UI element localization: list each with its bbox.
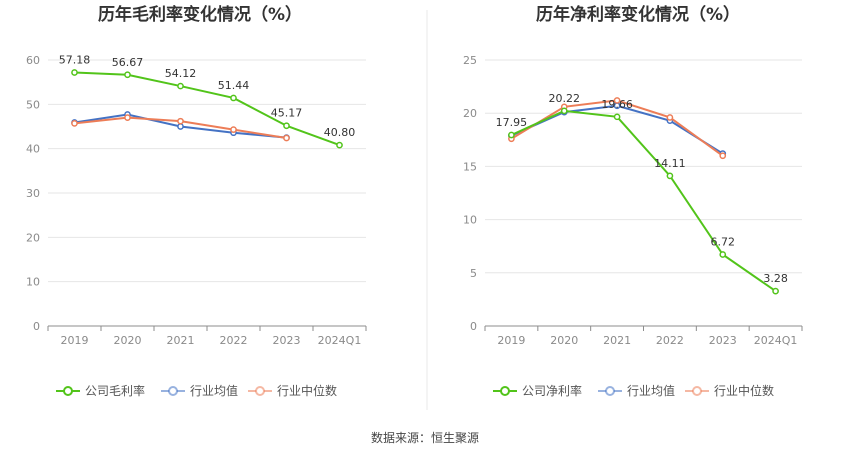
x-tick-label: 2019 bbox=[61, 334, 89, 347]
data-point bbox=[613, 97, 621, 104]
legend-label: 公司毛利率 bbox=[85, 383, 145, 398]
x-tick-label: 2023 bbox=[709, 334, 737, 347]
legend-item[interactable]: 公司毛利率 bbox=[56, 383, 145, 398]
y-tick-label: 30 bbox=[26, 187, 40, 200]
x-tick-label: 2021 bbox=[167, 334, 195, 347]
data-label: 51.44 bbox=[218, 79, 250, 92]
data-label: 3.28 bbox=[763, 272, 788, 285]
x-tick-label: 2023 bbox=[273, 334, 301, 347]
data-point bbox=[666, 114, 674, 121]
data-point bbox=[560, 107, 568, 115]
data-point bbox=[230, 94, 237, 102]
data-point bbox=[666, 172, 674, 180]
data-label: 17.95 bbox=[496, 116, 528, 129]
legend-marker-icon bbox=[63, 386, 73, 396]
legend-item[interactable]: 行业中位数 bbox=[248, 383, 337, 398]
series-line bbox=[74, 71, 340, 147]
data-point bbox=[508, 131, 515, 139]
data-point bbox=[177, 123, 184, 130]
net-margin-chart: 历年净利率变化情况（%） 0 5 10 15 20 25 2019 2020 2021 2022 20… bbox=[463, 4, 803, 398]
y-tick-label: 10 bbox=[463, 214, 477, 227]
chart-title: 历年毛利率变化情况（%） bbox=[98, 4, 302, 25]
x-tick-label: 2019 bbox=[497, 334, 525, 347]
y-tick-label: 0 bbox=[470, 320, 477, 333]
legend-label: 公司净利率 bbox=[522, 383, 582, 398]
series-line bbox=[511, 109, 777, 292]
chart-title: 历年净利率变化情况（%） bbox=[536, 4, 740, 25]
legend-label: 行业中位数 bbox=[714, 383, 774, 398]
legend-item[interactable]: 公司净利率 bbox=[493, 383, 582, 398]
y-tick-label: 5 bbox=[470, 267, 477, 280]
legend-item[interactable]: 行业中位数 bbox=[685, 383, 774, 398]
x-tick-label: 2022 bbox=[220, 334, 248, 347]
data-point bbox=[177, 117, 184, 125]
data-point bbox=[71, 69, 78, 76]
data-label: 14.11 bbox=[654, 157, 686, 170]
y-tick-label: 15 bbox=[463, 160, 477, 173]
legend-label: 行业均值 bbox=[190, 383, 238, 398]
legend-marker-icon bbox=[692, 386, 702, 396]
data-point bbox=[124, 114, 131, 121]
x-tick-label: 2020 bbox=[114, 334, 142, 347]
legend-marker-icon bbox=[168, 386, 178, 396]
data-label: 54.12 bbox=[165, 67, 197, 80]
legend-marker-icon bbox=[500, 386, 510, 396]
data-label: 19.66 bbox=[601, 98, 633, 111]
y-tick-label: 40 bbox=[26, 143, 40, 156]
data-point bbox=[283, 134, 290, 142]
x-tick-label: 2024Q1 bbox=[754, 334, 798, 347]
x-tick-label: 2022 bbox=[656, 334, 684, 347]
data-point bbox=[124, 71, 131, 79]
y-tick-label: 20 bbox=[463, 107, 477, 120]
gross-margin-chart: 历年毛利率变化情况（%） 0 10 20 30 40 50 60 2019 2020 2021 202… bbox=[26, 4, 367, 398]
legend-item[interactable]: 行业均值 bbox=[598, 383, 675, 398]
data-point bbox=[71, 120, 78, 127]
data-point bbox=[613, 113, 621, 121]
legend-label: 行业中位数 bbox=[277, 383, 337, 398]
data-label: 57.18 bbox=[59, 54, 91, 67]
y-tick-label: 25 bbox=[463, 54, 477, 67]
x-tick-label: 2024Q1 bbox=[318, 334, 362, 347]
data-label: 56.67 bbox=[112, 56, 144, 69]
data-source-note: 数据来源：恒生聚源 bbox=[371, 430, 479, 445]
y-tick-label: 60 bbox=[26, 54, 40, 67]
data-point bbox=[719, 152, 727, 160]
y-tick-label: 0 bbox=[33, 320, 40, 333]
data-point bbox=[719, 251, 727, 258]
data-label: 40.80 bbox=[324, 126, 356, 139]
data-label: 20.22 bbox=[549, 92, 581, 105]
data-point bbox=[336, 141, 343, 149]
legend-marker-icon bbox=[605, 386, 615, 396]
y-tick-label: 10 bbox=[26, 276, 40, 289]
data-point bbox=[177, 82, 184, 90]
legend-item[interactable]: 行业均值 bbox=[161, 383, 238, 398]
y-tick-label: 20 bbox=[26, 231, 40, 244]
data-label: 6.72 bbox=[711, 235, 736, 248]
legend-marker-icon bbox=[255, 386, 265, 396]
legend-label: 行业均值 bbox=[627, 383, 675, 398]
x-tick-label: 2020 bbox=[550, 334, 578, 347]
data-point bbox=[283, 122, 290, 130]
data-point bbox=[230, 126, 237, 133]
data-point bbox=[772, 287, 779, 295]
y-tick-label: 50 bbox=[26, 98, 40, 111]
data-label: 45.17 bbox=[271, 107, 303, 120]
x-tick-label: 2021 bbox=[603, 334, 631, 347]
